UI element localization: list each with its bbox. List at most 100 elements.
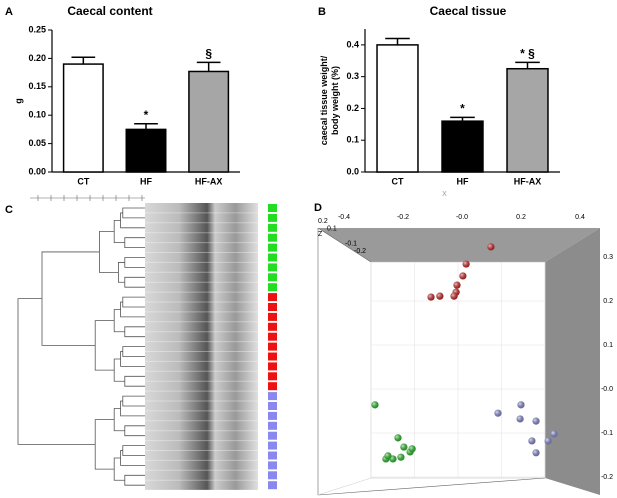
dendrogram-link bbox=[99, 231, 119, 273]
point-shade bbox=[427, 293, 435, 301]
dendrogram-link bbox=[94, 320, 115, 371]
bar bbox=[62, 63, 104, 173]
x-axis-label: X bbox=[442, 191, 447, 198]
point-shade bbox=[517, 401, 525, 409]
y-axis-label: g bbox=[13, 98, 23, 104]
scatter3d-box bbox=[317, 227, 600, 496]
group-square bbox=[268, 322, 277, 331]
point-shade bbox=[532, 417, 540, 425]
group-square bbox=[268, 273, 277, 282]
bar bbox=[441, 120, 484, 173]
group-square bbox=[268, 362, 277, 371]
chart-title: Caecal content bbox=[67, 4, 152, 18]
dendrogram-link bbox=[124, 474, 145, 486]
dendrogram-link bbox=[124, 276, 145, 288]
x-tick-label: CT bbox=[77, 176, 89, 186]
dendrogram-link bbox=[120, 212, 145, 229]
dendrogram-link bbox=[113, 219, 125, 244]
annotation: * § bbox=[520, 47, 535, 61]
dendrogram-link bbox=[118, 262, 125, 283]
bar bbox=[188, 70, 230, 173]
dendrogram-link bbox=[122, 346, 145, 357]
dendrogram-link bbox=[122, 445, 145, 456]
x-tick-label: HF bbox=[140, 176, 152, 186]
x-tick-label: 0.2 bbox=[516, 214, 526, 221]
y-tick-label: -0.2 bbox=[601, 474, 613, 481]
point-shade bbox=[397, 453, 405, 461]
dendrogram-link bbox=[120, 450, 145, 466]
group-square bbox=[268, 382, 277, 391]
top-plane bbox=[318, 228, 600, 262]
dendrogram-link bbox=[124, 237, 145, 248]
point-shade bbox=[544, 437, 552, 445]
y-tick-label: 0.2 bbox=[603, 298, 613, 305]
point-shade bbox=[528, 437, 536, 445]
x-tick-label: HF bbox=[457, 176, 469, 186]
z-tick-label: 0.1 bbox=[327, 225, 337, 232]
y-tick-label: 0.0 bbox=[346, 166, 359, 176]
dendrogram-link bbox=[120, 301, 145, 318]
z-tick-label: 0.2 bbox=[318, 218, 328, 225]
point-shade bbox=[516, 415, 524, 423]
group-square bbox=[268, 411, 277, 420]
group-square bbox=[268, 243, 277, 252]
group-square bbox=[268, 481, 277, 490]
point-shade bbox=[450, 292, 458, 300]
group-square bbox=[268, 431, 277, 440]
group-square bbox=[268, 451, 277, 460]
x-tick-label: -0.2 bbox=[397, 214, 409, 221]
dendrogram-link bbox=[120, 351, 145, 367]
chart-title: Caecal tissue bbox=[430, 4, 507, 18]
x-tick-label: 0.4 bbox=[575, 214, 585, 221]
group-square bbox=[268, 233, 277, 242]
point-shade bbox=[487, 243, 495, 251]
dendrogram-link bbox=[17, 298, 96, 445]
y-axis-label: caecal tissue weight/body weight (%) bbox=[319, 55, 340, 145]
dendrogram-link bbox=[124, 375, 145, 387]
group-square bbox=[268, 223, 277, 232]
dendrogram-link bbox=[113, 358, 125, 382]
group-square bbox=[268, 312, 277, 321]
panel-letter: A bbox=[5, 6, 13, 18]
y-tick-label: 0.3 bbox=[603, 254, 613, 261]
dendrogram-link bbox=[120, 400, 145, 417]
dendrogram-link bbox=[122, 296, 145, 308]
y-tick-label: 0.10 bbox=[28, 110, 46, 120]
dendrogram-link bbox=[113, 457, 125, 481]
bar bbox=[506, 67, 549, 173]
x-tick-label: HF-AX bbox=[195, 176, 223, 186]
dendrogram-link bbox=[113, 309, 125, 333]
group-square bbox=[268, 402, 277, 410]
y-tick-label: 0.25 bbox=[28, 24, 46, 34]
edge bbox=[317, 227, 372, 263]
group-square bbox=[268, 471, 277, 480]
group-square bbox=[268, 263, 277, 272]
point-shade bbox=[462, 260, 470, 268]
point-shade bbox=[494, 409, 502, 417]
z-tick-label: -0.1 bbox=[345, 240, 357, 247]
point-shade bbox=[459, 272, 467, 280]
dendrogram-link bbox=[94, 419, 115, 470]
z-axis-label: Z bbox=[318, 231, 323, 238]
y-tick-label: 0.1 bbox=[603, 342, 613, 349]
group-square bbox=[268, 461, 277, 470]
y-tick-label: 0.2 bbox=[346, 103, 359, 113]
group-square bbox=[268, 441, 277, 450]
y-tick-label: 0.20 bbox=[28, 53, 46, 63]
z-tick-label: -0.2 bbox=[354, 248, 366, 255]
edge bbox=[317, 477, 546, 496]
y-tick-label: -0.1 bbox=[601, 430, 613, 437]
annotation: * bbox=[144, 108, 149, 122]
point-shade bbox=[436, 292, 444, 300]
group-square bbox=[268, 303, 277, 311]
point-shade bbox=[550, 430, 558, 438]
annotation: § bbox=[205, 47, 212, 61]
annotation: * bbox=[460, 102, 465, 116]
dendrogram-link bbox=[113, 408, 125, 432]
dendrogram-link bbox=[41, 251, 100, 346]
dendrogram-link bbox=[124, 257, 145, 268]
point-shade bbox=[532, 449, 540, 457]
dendrogram-link bbox=[124, 425, 145, 437]
